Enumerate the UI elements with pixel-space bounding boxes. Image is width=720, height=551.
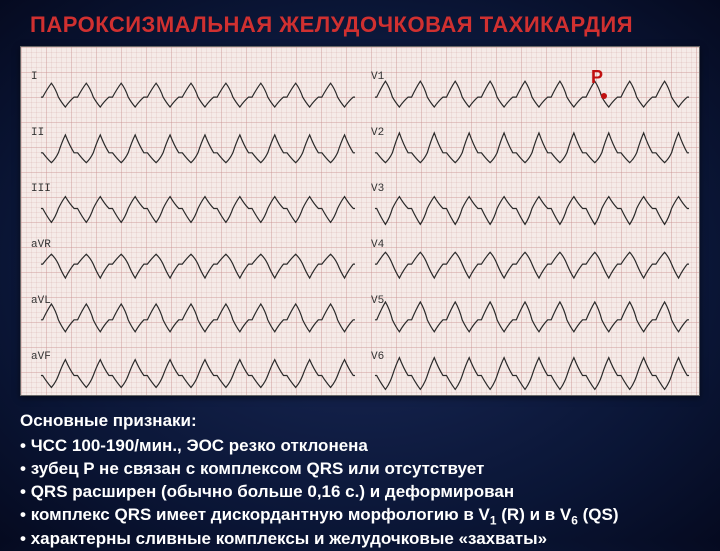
feature-item: ЧСС 100-190/мин., ЭОС резко отклонена bbox=[20, 435, 700, 458]
lead-label: V6 bbox=[371, 351, 384, 363]
ecg-trace bbox=[41, 135, 355, 163]
ecg-trace bbox=[375, 358, 689, 390]
lead-label: III bbox=[31, 183, 51, 195]
feature-item: комплекс QRS имеет дискордантную морфоло… bbox=[20, 504, 700, 528]
ecg-trace bbox=[41, 83, 355, 107]
ecg-trace bbox=[375, 252, 689, 278]
p-wave-marker bbox=[601, 93, 607, 99]
feature-item: зубец P не связан с комплексом QRS или о… bbox=[20, 458, 700, 481]
ecg-trace bbox=[375, 302, 689, 332]
ecg-traces bbox=[21, 47, 699, 395]
feature-item: QRS расширен (обычно больше 0,16 с.) и д… bbox=[20, 481, 700, 504]
ecg-trace bbox=[375, 133, 689, 163]
p-wave-annotation: P bbox=[591, 67, 603, 88]
lead-label: V2 bbox=[371, 127, 384, 139]
ecg-trace bbox=[41, 197, 355, 223]
lead-label: II bbox=[31, 127, 44, 139]
features-heading: Основные признаки: bbox=[20, 410, 700, 433]
lead-label: I bbox=[31, 71, 38, 83]
ecg-trace bbox=[375, 81, 689, 107]
ecg-trace bbox=[41, 304, 355, 332]
lead-label: V5 bbox=[371, 295, 384, 307]
ecg-trace bbox=[41, 254, 355, 278]
lead-label: aVL bbox=[31, 295, 51, 307]
lead-label: V4 bbox=[371, 239, 384, 251]
page-title: ПАРОКСИЗМАЛЬНАЯ ЖЕЛУДОЧКОВАЯ ТАХИКАРДИЯ bbox=[0, 0, 720, 46]
ecg-trace bbox=[375, 197, 689, 225]
lead-label: V1 bbox=[371, 71, 384, 83]
lead-label: aVF bbox=[31, 351, 51, 363]
lead-label: V3 bbox=[371, 183, 384, 195]
lead-label: aVR bbox=[31, 239, 51, 251]
features-list: Основные признаки: ЧСС 100-190/мин., ЭОС… bbox=[0, 396, 720, 551]
ecg-panel: IIIIIIaVRaVLaVFV1V2V3V4V5V6 P bbox=[20, 46, 700, 396]
ecg-trace bbox=[41, 360, 355, 388]
